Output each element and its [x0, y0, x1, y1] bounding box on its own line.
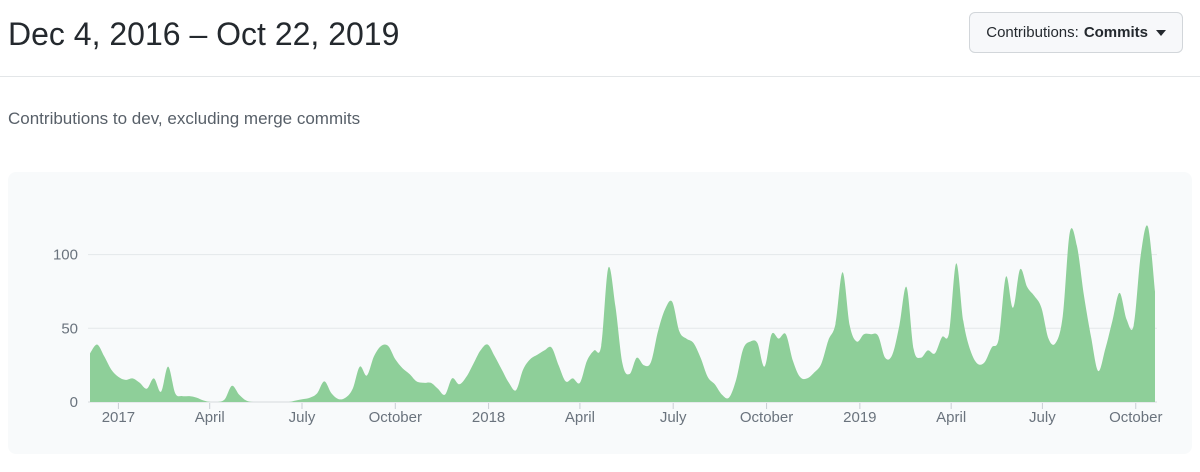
contributions-filter-button[interactable]: Contributions: Commits	[969, 12, 1183, 53]
x-tick-label: October	[740, 409, 793, 426]
filter-button-prefix: Contributions:	[986, 24, 1079, 41]
header: Dec 4, 2016 – Oct 22, 2019 Contributions…	[0, 0, 1200, 77]
y-axis-label: 50	[61, 320, 78, 337]
x-tick-label: October	[1109, 409, 1162, 426]
contributions-overview-page: Dec 4, 2016 – Oct 22, 2019 Contributions…	[0, 0, 1200, 454]
x-tick-label: 2018	[472, 409, 505, 426]
x-tick-label: October	[369, 409, 422, 426]
x-tick-label: July	[660, 409, 687, 426]
y-axis-label: 0	[70, 394, 78, 411]
x-tick-label: July	[1029, 409, 1056, 426]
contributions-graph-panel: 0 50 100 2017 April July October 2018 April July O…	[8, 172, 1192, 454]
x-tick-label: 2019	[843, 409, 876, 426]
chart-subtitle: Contributions to dev, excluding merge co…	[8, 109, 361, 128]
commits-area	[90, 225, 1155, 402]
x-tick-label: April	[936, 409, 966, 426]
commit-activity-area-chart: 0 50 100 2017 April July October 2018 April July O…	[53, 225, 1162, 426]
x-tick-label: April	[195, 409, 225, 426]
x-tick-label: July	[289, 409, 316, 426]
page-title: Dec 4, 2016 – Oct 22, 2019	[8, 16, 400, 52]
caret-down-icon	[1156, 29, 1166, 36]
filter-button-selected-option: Commits	[1083, 24, 1148, 41]
x-tick-label: April	[565, 409, 595, 426]
x-tick-label: 2017	[102, 409, 135, 426]
y-axis-label: 100	[53, 247, 78, 264]
